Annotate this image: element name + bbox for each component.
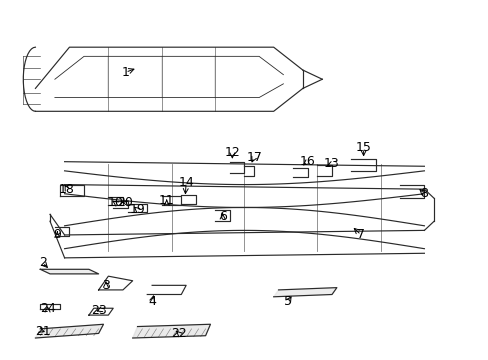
Text: 14: 14 (178, 176, 194, 189)
Text: 12: 12 (224, 146, 240, 159)
Text: 2: 2 (39, 256, 46, 269)
Polygon shape (35, 324, 103, 338)
Text: 20: 20 (117, 197, 133, 210)
Text: 15: 15 (355, 141, 371, 154)
Text: 6: 6 (218, 210, 226, 223)
Text: 21: 21 (35, 325, 50, 338)
Text: 18: 18 (59, 183, 75, 195)
Text: 7: 7 (356, 229, 365, 242)
Text: 1: 1 (121, 66, 129, 79)
Text: 22: 22 (171, 327, 186, 340)
Text: 11: 11 (159, 194, 174, 207)
Text: 19: 19 (129, 203, 145, 216)
Polygon shape (273, 288, 336, 297)
Text: 17: 17 (246, 150, 262, 163)
Text: 3: 3 (102, 279, 110, 292)
Text: 16: 16 (299, 155, 315, 168)
Text: 10: 10 (107, 197, 123, 210)
Text: 23: 23 (91, 304, 106, 317)
Text: 5: 5 (284, 295, 292, 308)
Text: 9: 9 (53, 229, 61, 242)
Polygon shape (132, 324, 210, 338)
Text: 8: 8 (420, 187, 427, 200)
Text: 13: 13 (324, 157, 339, 171)
Polygon shape (40, 269, 99, 274)
Text: 4: 4 (148, 295, 156, 308)
Text: 24: 24 (40, 302, 55, 315)
